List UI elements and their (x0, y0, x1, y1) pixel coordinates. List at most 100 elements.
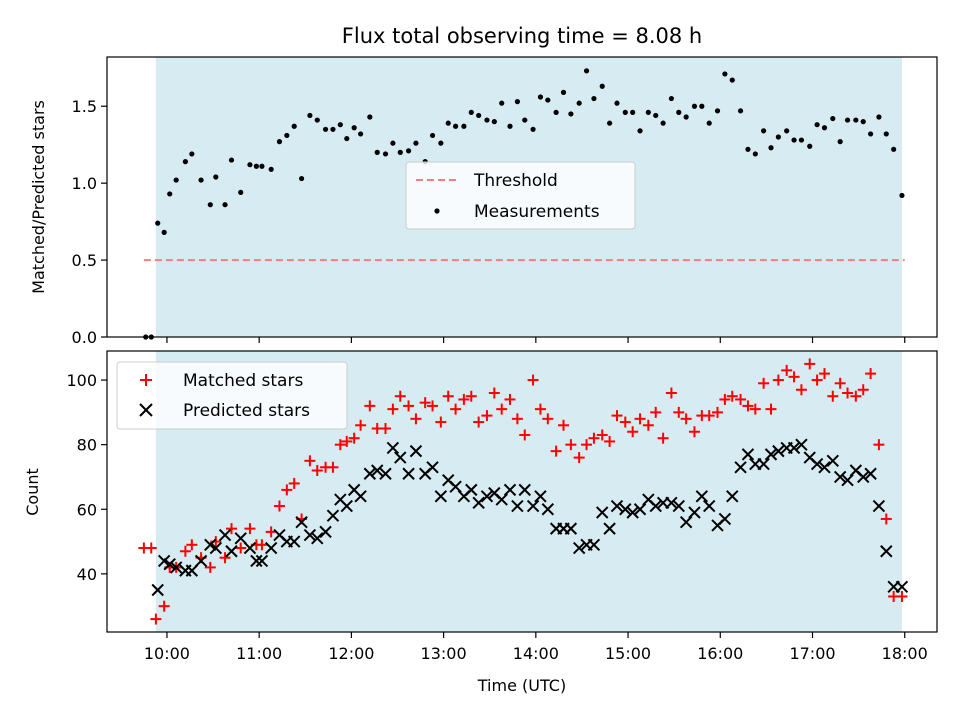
measurement-point (583, 68, 590, 74)
matched-star-markers (138, 358, 908, 625)
measurement-point (768, 145, 774, 151)
predicted-star-marker (234, 532, 247, 545)
predicted-star-marker (340, 499, 353, 513)
predicted-star-marker (255, 554, 269, 568)
measurement-point (752, 151, 758, 157)
measurement-point (330, 126, 336, 132)
measurement-point (660, 120, 666, 126)
measurement-point (745, 146, 751, 152)
measurement-point (484, 117, 490, 123)
measurement-point (413, 140, 419, 146)
predicted-star-marker (169, 561, 183, 574)
predicted-star-marker (718, 512, 732, 526)
measurement-point (213, 174, 219, 180)
predicted-star-marker (872, 499, 886, 513)
matched-star-marker (811, 374, 823, 386)
y-axis-ticks: 0.0 0.5 1.0 1.5 (72, 97, 107, 347)
matched-star-marker (781, 364, 793, 376)
chart-title: Flux total observing time = 8.08 h (342, 24, 702, 48)
matched-star-marker (550, 445, 562, 457)
matched-star-marker (642, 419, 654, 431)
measurement-point (645, 109, 651, 115)
matched-star-marker (657, 432, 669, 444)
matched-star-marker (596, 429, 608, 441)
predicted-star-marker (394, 451, 407, 464)
measurement-point (247, 162, 253, 168)
measurement-point (545, 97, 551, 103)
measurement-point (637, 128, 643, 134)
matched-star-marker (857, 384, 869, 396)
matched-star-marker (387, 403, 399, 415)
matched-star-marker (311, 465, 323, 477)
measurement-point (367, 114, 373, 120)
matched-star-marker (650, 406, 662, 418)
matched-star-marker (327, 461, 339, 473)
predicted-star-marker (243, 541, 257, 555)
measurement-point (298, 175, 305, 182)
y-tick-label: 1.5 (72, 97, 97, 116)
matched-star-marker (735, 393, 747, 405)
matched-star-marker (758, 377, 770, 389)
predicted-star-marker (511, 499, 524, 513)
measurement-point (390, 140, 396, 146)
legend-box (116, 361, 348, 430)
matched-star-marker (712, 406, 724, 418)
matched-star-marker (665, 387, 677, 399)
measurement-point (337, 122, 343, 128)
measurement-point (853, 117, 859, 123)
measurement-point (358, 131, 364, 137)
predicted-star-marker (311, 532, 324, 545)
matched-star-marker (442, 390, 454, 402)
measurement-point (775, 134, 781, 140)
x-axis-label: Time (UTC) (477, 676, 566, 695)
legend-ratio: Threshold Measurements (405, 161, 636, 230)
matched-star-marker (256, 539, 268, 551)
measurement-point (445, 120, 451, 126)
x-tick-label: 16:00 (697, 644, 743, 663)
predicted-star-marker (371, 464, 384, 477)
matched-star-marker (581, 439, 593, 451)
y-tick-label: 1.0 (72, 174, 97, 193)
x-tick-label: 12:00 (328, 644, 374, 663)
predicted-star-marker (480, 490, 494, 503)
predicted-star-marker (626, 506, 639, 519)
predicted-star-marker (703, 499, 716, 513)
measurement-point (276, 139, 283, 145)
measurement-point (429, 132, 436, 139)
measurement-point (307, 112, 313, 119)
measurement-point (405, 148, 412, 154)
matched-star-marker (873, 439, 885, 451)
matched-star-marker (627, 426, 639, 438)
predicted-star-marker (857, 470, 870, 484)
x-tick-label: 18:00 (882, 644, 928, 663)
matched-star-marker (719, 393, 731, 405)
measurement-point (291, 123, 297, 129)
matched-star-marker (364, 400, 376, 412)
matched-star-marker (511, 413, 523, 425)
matched-star-marker (496, 403, 508, 415)
y-tick-label: 40 (77, 565, 97, 584)
matched-star-marker (488, 387, 500, 399)
matched-star-marker (235, 542, 247, 554)
matched-star-marker (348, 432, 360, 444)
measurement-point (238, 189, 244, 195)
ratio-panel: 0.0 0.5 1.0 1.5 Matched/Predicted stars Thr… (29, 56, 938, 347)
measurement-point (438, 140, 444, 146)
measurement-point (844, 117, 851, 123)
y-tick-label: 60 (77, 500, 97, 519)
measurement-point (284, 132, 290, 139)
legend-matched-swatch (140, 374, 152, 386)
predicted-star-marker (757, 457, 770, 471)
predicted-star-marker (564, 522, 578, 535)
predicted-star-marker (218, 528, 232, 542)
measurement-point (899, 192, 905, 199)
measurement-point (453, 123, 459, 129)
measurement-point (568, 111, 574, 117)
measurement-point (622, 109, 628, 115)
predicted-star-marker (326, 509, 340, 522)
predicted-star-marker (409, 444, 423, 458)
measurement-point (614, 100, 620, 106)
legend-predicted-label: Predicted stars (183, 401, 310, 421)
matched-star-marker (355, 419, 367, 431)
measurement-point (860, 119, 866, 125)
